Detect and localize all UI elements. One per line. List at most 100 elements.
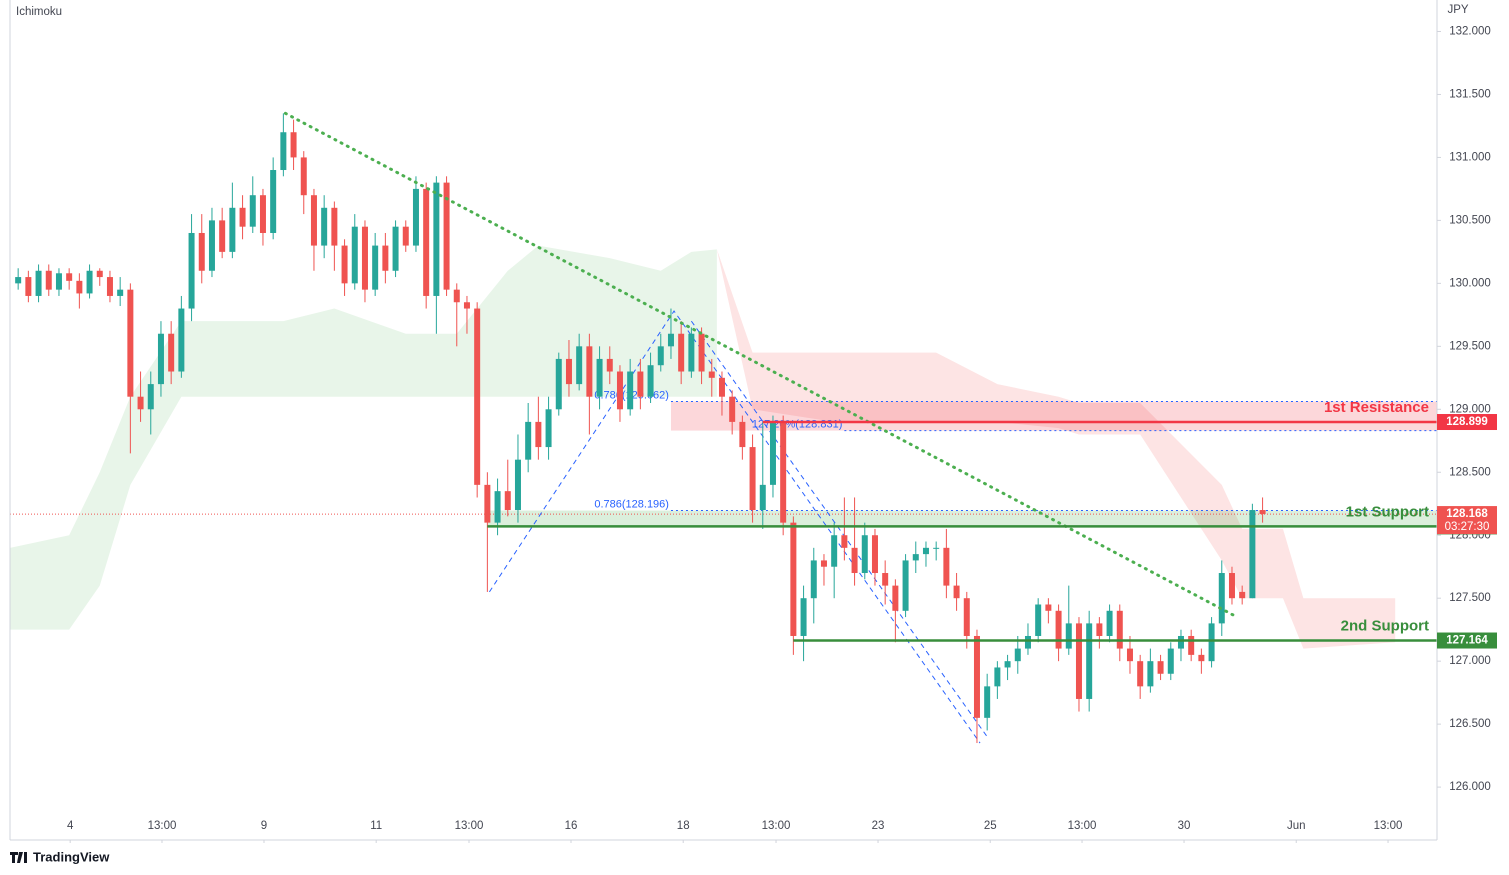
candle-body	[953, 585, 960, 599]
candle-body	[841, 535, 848, 548]
candle-body	[25, 277, 32, 296]
brand: TradingView	[33, 849, 110, 864]
candle-body	[1086, 623, 1093, 699]
candle-body	[157, 333, 164, 385]
candle-body	[45, 270, 52, 290]
candle-body	[402, 226, 409, 246]
current-price-badge	[1437, 506, 1497, 535]
candle-body	[994, 667, 1001, 687]
candle-body	[127, 289, 134, 397]
x-tick-label: 13:00	[1068, 820, 1097, 832]
y-tick-label: 130.000	[1449, 277, 1491, 289]
candle-body	[1198, 654, 1205, 662]
candle-body	[871, 535, 878, 574]
candle-body	[596, 358, 603, 397]
candle-body	[586, 346, 593, 397]
candle-body	[1157, 661, 1164, 674]
candle-body	[1259, 510, 1266, 515]
candle-body	[882, 573, 889, 586]
candle-body	[1075, 623, 1082, 699]
x-tick-label: 16	[565, 820, 578, 832]
y-tick-label: 127.000	[1449, 655, 1491, 667]
level-name: 1st Support	[1346, 503, 1429, 520]
candle-body	[504, 491, 511, 511]
candle-body	[433, 182, 440, 296]
candle-body	[178, 308, 185, 372]
candle-body	[851, 547, 858, 574]
candle-body	[310, 195, 317, 246]
candle-body	[1218, 573, 1225, 624]
candle-body	[392, 226, 399, 271]
candle-body	[1249, 510, 1256, 599]
x-tick-label: 4	[67, 820, 74, 832]
candle-body	[198, 232, 205, 271]
level-name: 2nd Support	[1341, 617, 1429, 634]
candle-body	[168, 333, 175, 372]
candle-body	[943, 547, 950, 586]
candle-body	[749, 447, 756, 511]
candle-body	[1137, 661, 1144, 687]
candle-body	[106, 277, 113, 296]
fib-label: 0.786(128.196)	[594, 498, 669, 510]
candle-body	[565, 358, 572, 385]
candle-body	[545, 409, 552, 448]
candle-body	[1239, 591, 1246, 599]
y-tick-label: 129.000	[1449, 403, 1491, 415]
candle-body	[147, 384, 154, 410]
candle-body	[647, 365, 654, 397]
candle-body	[208, 220, 215, 271]
y-tick-label: 131.500	[1449, 88, 1491, 100]
candle-body	[698, 333, 705, 372]
candle-body	[86, 270, 93, 294]
candle-body	[341, 245, 348, 284]
countdown: 03:27:30	[1445, 521, 1490, 533]
candle-body	[729, 396, 736, 422]
candle-body	[484, 484, 491, 523]
candle-body	[1014, 648, 1021, 662]
x-tick-label: 25	[984, 820, 997, 832]
y-tick-label: 130.500	[1449, 214, 1491, 226]
candle-body	[1096, 623, 1103, 636]
candle-body	[188, 232, 195, 309]
candle-body	[657, 346, 664, 366]
candle-body	[606, 358, 613, 372]
candle-body	[688, 333, 695, 372]
candle-body	[96, 270, 103, 278]
candle-body	[892, 585, 899, 611]
candle-body	[1228, 573, 1235, 599]
candle-body	[984, 686, 991, 718]
candle-body	[1045, 604, 1052, 611]
candle-body	[1055, 610, 1062, 649]
candle-body	[229, 207, 236, 252]
candle-body	[1035, 604, 1042, 636]
price-badge-label: 128.899	[1446, 416, 1488, 428]
candle-body	[718, 377, 725, 397]
candle-body	[963, 598, 970, 636]
x-tick-label: 13:00	[455, 820, 484, 832]
candle-body	[35, 270, 42, 296]
candle-body	[1188, 635, 1195, 655]
x-tick-label: Jun	[1287, 820, 1306, 832]
candle-body	[372, 245, 379, 290]
candle-body	[1167, 648, 1174, 674]
candle-body	[117, 289, 124, 296]
candle-body	[759, 484, 766, 511]
candle-body	[239, 207, 246, 227]
candle-body	[270, 170, 277, 233]
candle-body	[973, 635, 980, 718]
price-badge-label: 127.164	[1446, 635, 1488, 647]
candle-body	[219, 220, 226, 252]
candle-body	[351, 226, 358, 284]
candle-body	[1208, 623, 1215, 662]
candle-body	[249, 195, 256, 227]
candle-body	[463, 302, 470, 309]
candle-body	[678, 333, 685, 372]
candle-body	[474, 308, 481, 485]
level-name: 1st Resistance	[1324, 399, 1429, 416]
logo	[10, 852, 27, 863]
candle-body	[555, 358, 562, 410]
candle-body	[137, 396, 144, 410]
candle-body	[790, 522, 797, 636]
price-badge	[1437, 414, 1497, 431]
y-tick-label: 126.000	[1449, 781, 1491, 793]
